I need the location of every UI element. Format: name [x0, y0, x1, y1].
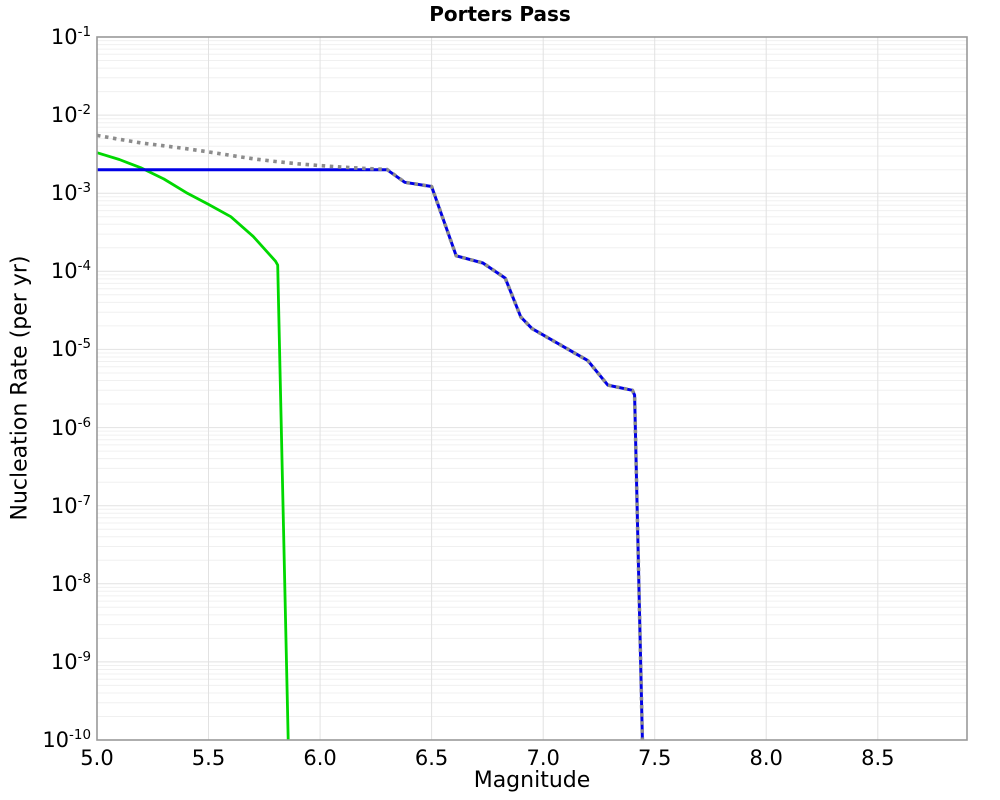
- gridlines-minor: [97, 40, 967, 717]
- series-gray-dotted-line: [96, 133, 645, 741]
- x-tick-label: 5.0: [80, 746, 114, 770]
- y-tick-label: 10-8: [50, 571, 91, 596]
- y-tick-label: 10-5: [50, 337, 91, 362]
- x-tick-label: 8.0: [749, 746, 783, 770]
- y-tick-label: 10-10: [42, 728, 91, 752]
- x-axis-label: Magnitude: [473, 768, 591, 793]
- x-tick-label: 7.5: [637, 746, 672, 770]
- y-tick-label: 10-2: [50, 103, 91, 128]
- y-tick-label: 10-7: [50, 493, 91, 518]
- series-green-solid-line: [96, 151, 290, 741]
- x-tick-label: 6.5: [414, 746, 449, 770]
- y-tick-label: 10-6: [50, 415, 91, 440]
- gridlines-major: [97, 36, 967, 741]
- x-tick-label: 7.0: [526, 746, 560, 770]
- y-tick-label: 10-3: [50, 181, 91, 206]
- x-tick-label: 5.5: [191, 746, 226, 770]
- x-tick-label: 6.0: [303, 746, 337, 770]
- series-blue-solid-line: [97, 168, 644, 741]
- y-tick-label: 10-9: [50, 649, 91, 674]
- chart-title: Porters Pass: [429, 2, 571, 26]
- y-tick-label: 10-4: [50, 259, 91, 284]
- plot-border: [96, 36, 968, 741]
- y-tick-label: 10-1: [50, 25, 91, 49]
- x-tick-label: 8.5: [861, 746, 895, 770]
